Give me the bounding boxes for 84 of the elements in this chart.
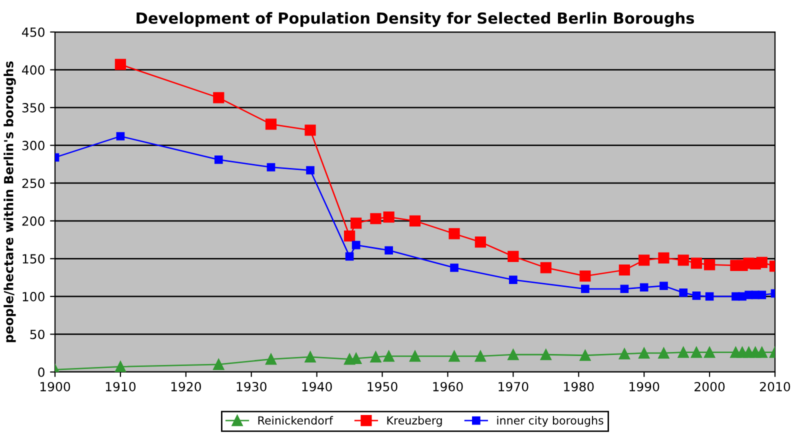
point bbox=[344, 230, 356, 242]
y-axis-title: people/hectare within Berlin's boroughs bbox=[4, 61, 16, 342]
x-tick-label: 1910 bbox=[106, 382, 136, 392]
point bbox=[756, 346, 768, 358]
chart-title: Development of Population Density for Selected Berlin Boroughs bbox=[136, 12, 694, 27]
x-tick-label: 1900 bbox=[40, 382, 70, 392]
point bbox=[705, 292, 714, 301]
point bbox=[638, 254, 650, 266]
point bbox=[265, 354, 277, 365]
point bbox=[640, 283, 648, 292]
point bbox=[678, 346, 689, 358]
point bbox=[306, 166, 314, 174]
point bbox=[265, 118, 277, 130]
y-tick-label: 300 bbox=[22, 140, 44, 150]
point bbox=[580, 270, 591, 282]
point bbox=[618, 264, 630, 276]
point bbox=[370, 213, 382, 224]
point bbox=[383, 212, 394, 223]
point bbox=[304, 351, 316, 362]
point bbox=[679, 288, 688, 297]
point bbox=[304, 124, 316, 136]
point bbox=[756, 256, 768, 268]
y-tick-label: 350 bbox=[22, 103, 44, 112]
point bbox=[704, 259, 716, 270]
point bbox=[540, 262, 552, 274]
x-tick-label: 1930 bbox=[236, 382, 266, 392]
x-tick-label: 1980 bbox=[564, 382, 594, 392]
x-tick-label: 2010 bbox=[760, 382, 790, 392]
point bbox=[660, 282, 668, 290]
y-tick-label: 0 bbox=[38, 367, 44, 377]
point bbox=[508, 250, 519, 262]
legend-label: Reinickendorf bbox=[258, 416, 334, 425]
point bbox=[213, 92, 224, 104]
point bbox=[266, 163, 276, 172]
x-tick-label: 1970 bbox=[498, 382, 528, 392]
point bbox=[581, 284, 590, 294]
point bbox=[474, 236, 486, 248]
point bbox=[690, 258, 702, 269]
point bbox=[658, 348, 670, 359]
x-tick-label: 1920 bbox=[171, 382, 201, 392]
point bbox=[509, 276, 518, 284]
point bbox=[352, 240, 360, 250]
point bbox=[474, 350, 486, 362]
point bbox=[508, 349, 519, 360]
point bbox=[618, 348, 630, 360]
point bbox=[345, 252, 354, 261]
point bbox=[409, 215, 421, 226]
point bbox=[213, 358, 224, 370]
y-tick-label: 200 bbox=[22, 216, 44, 226]
point bbox=[692, 292, 701, 300]
point bbox=[450, 264, 458, 272]
point bbox=[638, 348, 650, 359]
point bbox=[409, 350, 421, 362]
y-tick-label: 150 bbox=[22, 254, 44, 264]
x-tick-label: 2000 bbox=[694, 382, 725, 392]
point bbox=[383, 350, 394, 362]
legend-label: Kreuzberg bbox=[387, 416, 442, 427]
point bbox=[384, 246, 393, 255]
point bbox=[690, 346, 702, 358]
point bbox=[704, 346, 716, 358]
point bbox=[214, 156, 223, 164]
point bbox=[116, 132, 125, 140]
point bbox=[448, 350, 460, 362]
y-tick-label: 450 bbox=[22, 27, 44, 37]
point bbox=[370, 351, 382, 362]
x-tick-label: 1950 bbox=[368, 382, 398, 392]
y-tick-label: 250 bbox=[22, 178, 44, 188]
point bbox=[114, 361, 126, 372]
point bbox=[448, 228, 460, 240]
point bbox=[580, 350, 591, 361]
point bbox=[114, 58, 126, 70]
x-tick-label: 1940 bbox=[302, 382, 332, 392]
y-tick-label: 400 bbox=[22, 65, 44, 75]
point bbox=[540, 349, 552, 360]
y-tick-label: 100 bbox=[22, 292, 44, 302]
point bbox=[350, 218, 362, 229]
point bbox=[658, 252, 670, 264]
point bbox=[758, 290, 766, 300]
legend-label: inner city boroughs bbox=[497, 416, 604, 427]
point bbox=[620, 284, 629, 294]
point bbox=[678, 254, 689, 266]
x-tick-label: 1990 bbox=[630, 382, 660, 392]
y-tick-label: 50 bbox=[30, 330, 44, 340]
x-tick-label: 1960 bbox=[433, 382, 463, 392]
